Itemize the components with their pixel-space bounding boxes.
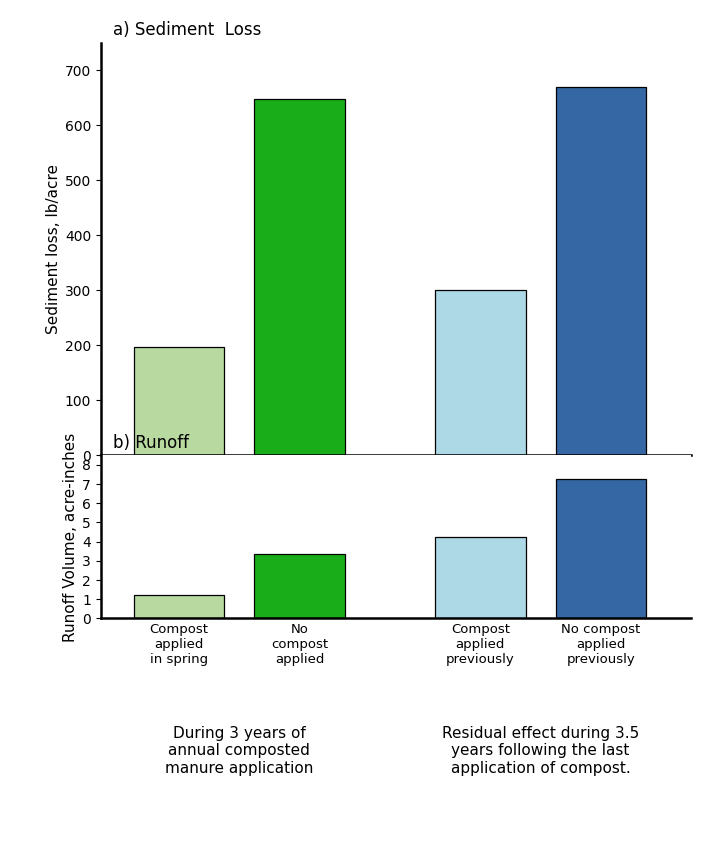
Text: a) Sediment  Loss: a) Sediment Loss	[112, 21, 261, 39]
Bar	[435, 290, 526, 455]
Y-axis label: Sediment loss, lb/acre: Sediment loss, lb/acre	[45, 164, 60, 334]
Bar	[254, 554, 345, 618]
Text: b) Runoff: b) Runoff	[112, 434, 189, 452]
Text: No compost
applied
previously: No compost applied previously	[561, 623, 641, 666]
Bar	[435, 537, 526, 618]
Text: No
compost
applied: No compost applied	[271, 623, 328, 666]
Text: Residual effect during 3.5
years following the last
application of compost.: Residual effect during 3.5 years followi…	[442, 726, 639, 776]
Text: Compost
applied
in spring: Compost applied in spring	[150, 623, 209, 666]
Bar	[254, 99, 345, 455]
Bar	[556, 479, 646, 618]
Text: Compost
applied
previously: Compost applied previously	[446, 623, 515, 666]
Text: During 3 years of
annual composted
manure application: During 3 years of annual composted manur…	[165, 726, 313, 776]
Y-axis label: Runoff Volume, acre-inches: Runoff Volume, acre-inches	[63, 432, 78, 642]
Bar	[134, 595, 225, 618]
Bar	[556, 87, 646, 455]
Bar	[134, 347, 225, 455]
